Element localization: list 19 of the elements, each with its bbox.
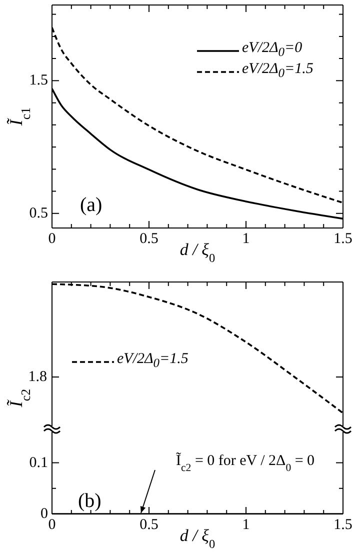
x-tick-label: 1.5 — [334, 231, 352, 247]
x-axis-title: d / ξ$_{0}$ — [180, 526, 216, 551]
x-tick-label: 1 — [242, 517, 250, 533]
y-tick-label: 0.5 — [29, 205, 48, 222]
annotation: (a) — [80, 194, 102, 216]
x-tick-label: 1.5 — [334, 517, 352, 533]
y-tick-label: 0 — [40, 506, 48, 522]
x-tick-label: 1 — [242, 231, 250, 247]
annotation: (b) — [78, 490, 102, 512]
legend-label: eV/2Δ$_{0}$=0 — [242, 40, 302, 61]
y-tick-label: 1.5 — [29, 72, 48, 89]
x-tick-label: 0.5 — [140, 231, 158, 247]
annotation: Ĩ$_{c2}$ = 0 for eV / 2Δ$_{0}$ = 0 — [176, 452, 315, 474]
text: 1.8 — [28, 369, 47, 385]
legend-label: eV/2Δ$_{0}$=1.5 — [242, 61, 314, 82]
x-tick-label: 0.5 — [140, 517, 158, 533]
y-tick-label: 0.1 — [29, 454, 48, 471]
legend-label: eV/2Δ$_{0}$=1.5 — [117, 351, 188, 372]
x-axis-title: d / ξ$_{0}$ — [180, 240, 216, 265]
